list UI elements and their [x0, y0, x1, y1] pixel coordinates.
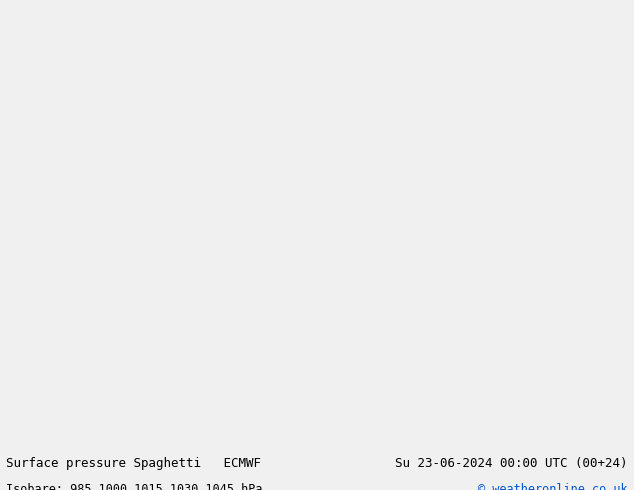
Text: © weatheronline.co.uk: © weatheronline.co.uk: [478, 483, 628, 490]
Text: Isobare: 985 1000 1015 1030 1045 hPa: Isobare: 985 1000 1015 1030 1045 hPa: [6, 483, 263, 490]
Text: Su 23-06-2024 00:00 UTC (00+24): Su 23-06-2024 00:00 UTC (00+24): [395, 457, 628, 470]
Text: Surface pressure Spaghetti   ECMWF: Surface pressure Spaghetti ECMWF: [6, 457, 261, 470]
